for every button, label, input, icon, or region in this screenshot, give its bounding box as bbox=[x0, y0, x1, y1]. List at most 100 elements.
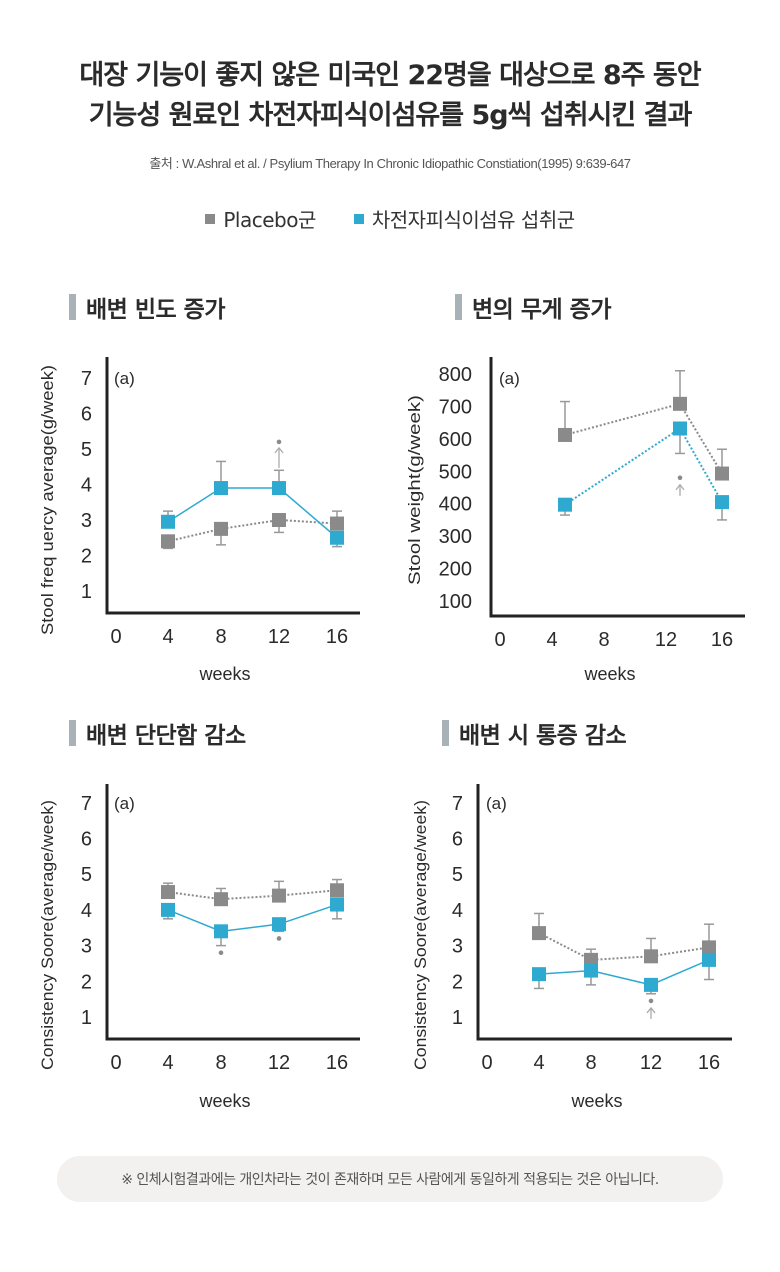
legend-swatch-placebo-icon bbox=[205, 213, 216, 224]
y-tick-label: 2 bbox=[81, 546, 92, 568]
y-tick-label: 5 bbox=[81, 439, 92, 461]
panel-heading-frequency: 배변 빈도 증가 bbox=[69, 290, 225, 324]
y-tick-label: 7 bbox=[81, 793, 92, 815]
y-tick-label: 3 bbox=[81, 510, 92, 532]
title-line-2: 기능성 원료인 차전자피식이섬유를 5g씩 섭취시킨 결과 bbox=[88, 100, 693, 131]
y-tick-label: 6 bbox=[81, 829, 92, 851]
data-point-treatment bbox=[272, 481, 286, 496]
data-point-placebo bbox=[558, 427, 572, 442]
x-tick-label: 4 bbox=[162, 626, 173, 648]
data-point-placebo bbox=[161, 534, 175, 549]
x-axis-label: weeks bbox=[198, 664, 250, 684]
x-tick-label: 8 bbox=[585, 1052, 596, 1074]
data-point-treatment bbox=[214, 481, 228, 496]
x-tick-label: 8 bbox=[215, 626, 226, 648]
x-tick-label: 12 bbox=[640, 1052, 662, 1074]
x-tick-label: 0 bbox=[110, 1052, 121, 1074]
data-point-placebo bbox=[161, 885, 175, 900]
data-point-treatment bbox=[330, 897, 344, 912]
y-axis-label: Consistency Soore(average/week) bbox=[38, 800, 57, 1070]
y-tick-label: 2 bbox=[452, 971, 463, 993]
data-point-placebo bbox=[673, 396, 687, 411]
x-tick-label: 16 bbox=[326, 1052, 348, 1074]
data-point-placebo bbox=[330, 516, 344, 531]
panel-heading-consistency: 배변 단단함 감소 bbox=[69, 716, 246, 750]
significance-arrowhead-icon bbox=[274, 446, 284, 454]
heading-marker-icon bbox=[69, 294, 76, 320]
legend-swatch-treatment-icon bbox=[353, 213, 364, 224]
x-tick-label: 12 bbox=[268, 626, 290, 648]
y-tick-label: 4 bbox=[81, 900, 92, 922]
legend: Placebo군 차전자피식이섬유 섭취군 bbox=[0, 204, 780, 233]
legend-label-placebo: Placebo군 bbox=[223, 208, 316, 232]
panel-heading-text: 변의 무게 증가 bbox=[472, 297, 611, 323]
x-tick-label: 16 bbox=[698, 1052, 720, 1074]
legend-label-treatment: 차전자피식이섬유 섭취군 bbox=[371, 208, 575, 232]
data-point-treatment bbox=[532, 967, 546, 982]
series-line-placebo bbox=[538, 932, 710, 961]
data-point-placebo bbox=[702, 940, 716, 955]
data-point-treatment bbox=[214, 924, 228, 939]
data-point-placebo bbox=[644, 949, 658, 964]
significance-dot-icon bbox=[218, 950, 224, 956]
y-tick-label: 6 bbox=[81, 404, 92, 426]
legend-item-treatment: 차전자피식이섬유 섭취군 bbox=[353, 204, 575, 233]
series-line-treatment bbox=[167, 487, 338, 539]
y-tick-label: 1 bbox=[81, 1007, 92, 1029]
data-point-placebo bbox=[330, 883, 344, 898]
data-point-placebo bbox=[532, 926, 546, 941]
panel-heading-text: 배변 빈도 증가 bbox=[86, 297, 225, 323]
y-tick-label: 600 bbox=[439, 429, 472, 451]
y-tick-label: 800 bbox=[439, 364, 472, 386]
x-tick-label: 8 bbox=[215, 1052, 226, 1074]
data-point-treatment bbox=[161, 514, 175, 529]
data-point-treatment bbox=[272, 917, 286, 932]
disclaimer-note: ※ 인체시험결과에는 개인차라는 것이 존재하며 모든 사람에게 동일하게 적용… bbox=[57, 1156, 723, 1202]
data-point-treatment bbox=[702, 952, 716, 967]
y-axis-label: Consistency Soore(average/week) bbox=[411, 800, 430, 1070]
y-tick-label: 200 bbox=[439, 559, 472, 581]
series-line-placebo bbox=[167, 889, 338, 901]
panel-heading-text: 배변 시 통증 감소 bbox=[459, 723, 627, 749]
page-title: 대장 기능이 좋지 않은 미국인 22명을 대상으로 8주 동안 기능성 원료인… bbox=[0, 56, 780, 136]
significance-dot-icon bbox=[677, 475, 683, 481]
data-point-treatment bbox=[584, 963, 598, 978]
x-tick-label: 4 bbox=[533, 1052, 544, 1074]
data-point-treatment bbox=[330, 530, 344, 545]
significance-dot-icon bbox=[276, 439, 282, 445]
data-point-treatment bbox=[644, 977, 658, 992]
x-tick-label: 4 bbox=[546, 629, 557, 651]
data-point-treatment bbox=[715, 495, 729, 510]
y-tick-label: 100 bbox=[439, 591, 472, 613]
data-point-placebo bbox=[715, 466, 729, 481]
y-tick-label: 1 bbox=[81, 581, 92, 603]
legend-item-placebo: Placebo군 bbox=[205, 204, 316, 233]
significance-arrowhead-icon bbox=[646, 1006, 656, 1014]
data-point-placebo bbox=[272, 888, 286, 903]
x-tick-label: 12 bbox=[268, 1052, 290, 1074]
panel-heading-weight: 변의 무게 증가 bbox=[455, 290, 611, 324]
y-tick-label: 2 bbox=[81, 971, 92, 993]
series-line-placebo bbox=[564, 402, 723, 475]
x-tick-label: 16 bbox=[326, 626, 348, 648]
significance-dot-icon bbox=[648, 998, 654, 1004]
x-axis-label: weeks bbox=[198, 1091, 250, 1111]
x-tick-label: 4 bbox=[162, 1052, 173, 1074]
y-tick-label: 4 bbox=[452, 900, 463, 922]
significance-arrowhead-icon bbox=[675, 483, 685, 491]
y-tick-label: 5 bbox=[452, 864, 463, 886]
heading-marker-icon bbox=[69, 720, 76, 746]
significance-dot-icon bbox=[276, 936, 282, 941]
panel-label: (a) bbox=[486, 794, 507, 813]
y-tick-label: 6 bbox=[452, 829, 463, 851]
data-point-placebo bbox=[214, 521, 228, 536]
y-tick-label: 3 bbox=[452, 936, 463, 958]
panel-heading-pain: 배변 시 통증 감소 bbox=[442, 716, 627, 750]
x-tick-label: 0 bbox=[494, 629, 505, 651]
y-tick-label: 3 bbox=[81, 936, 92, 958]
y-tick-label: 1 bbox=[452, 1007, 463, 1029]
series-line-treatment bbox=[167, 903, 338, 933]
